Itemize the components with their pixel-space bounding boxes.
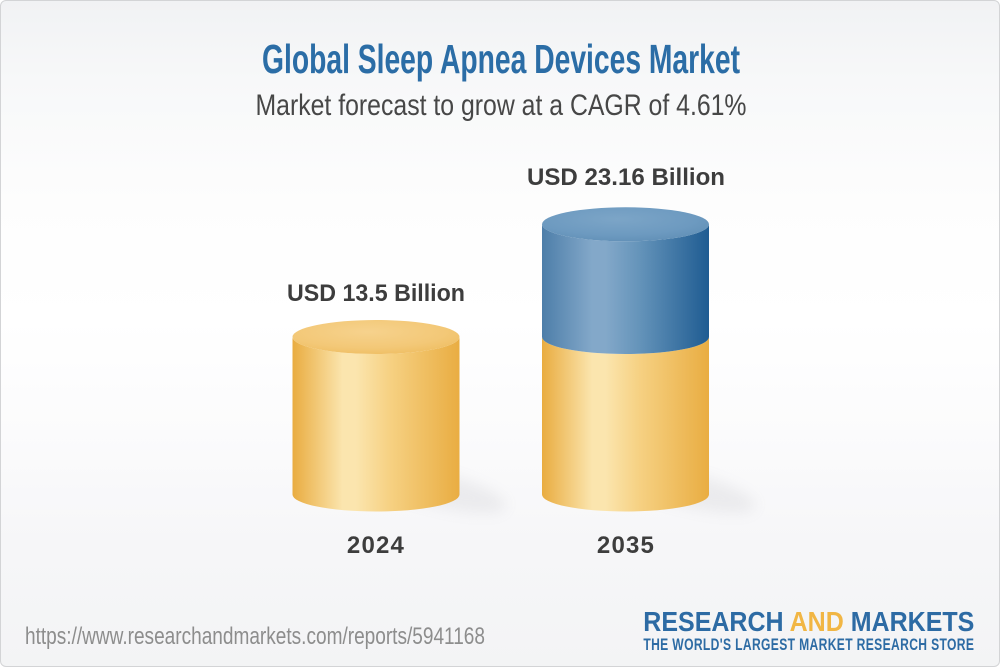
logo-tagline: THE WORLD'S LARGEST MARKET RESEARCH STOR… (643, 635, 974, 654)
logo-wordmark: RESEARCH AND MARKETS (559, 607, 974, 637)
cylinder-segment-2024-gold (292, 336, 460, 512)
report-url[interactable]: https://www.researchandmarkets.com/repor… (25, 623, 485, 650)
category-label-2035: 2035 (596, 532, 656, 559)
logo-word-markets: MARKETS (850, 606, 974, 637)
chart-subtitle: Market forecast to grow at a CAGR of 4.6… (255, 89, 747, 122)
logo-word-research: RESEARCH (642, 606, 784, 637)
category-label-2024: 2024 (346, 532, 406, 559)
value-label-2035: USD 23.16 Billion (526, 164, 725, 191)
cylinder-top-2024 (292, 319, 460, 354)
cylinder-top-2035 (542, 207, 709, 242)
logo-word-and: AND (789, 606, 844, 637)
research-and-markets-logo: RESEARCH AND MARKETS THE WORLD'S LARGEST… (509, 607, 974, 655)
chart-title: Global Sleep Apnea Devices Market (261, 36, 741, 82)
value-label-2024: USD 13.5 Billion (286, 280, 465, 307)
cylinder-segment-2035-blue (542, 224, 709, 354)
cylinder-segment-2035-gold (542, 336, 709, 512)
